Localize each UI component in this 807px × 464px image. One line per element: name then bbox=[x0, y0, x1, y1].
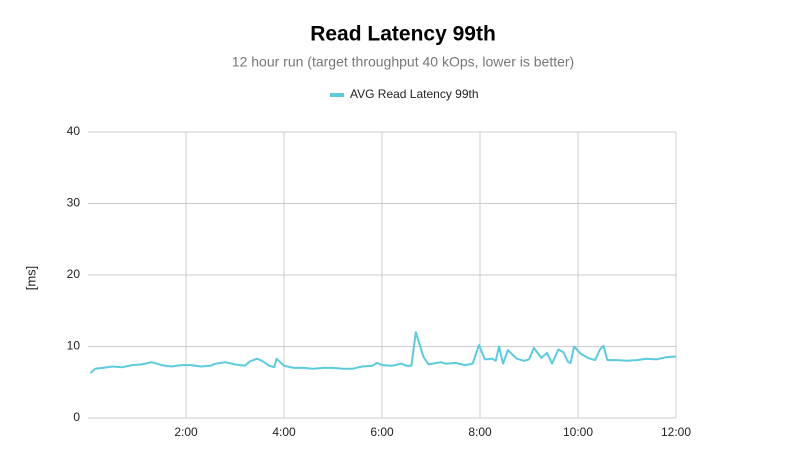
y-axis-label: [ms] bbox=[23, 266, 38, 291]
line-series bbox=[89, 331, 677, 374]
x-tick-label: 10:00 bbox=[563, 425, 593, 439]
x-tick-label: 12:00 bbox=[661, 425, 691, 439]
y-tick-label: 30 bbox=[67, 196, 81, 210]
chart-subtitle: 12 hour run (target throughput 40 kOps, … bbox=[232, 54, 574, 70]
x-tick-label: 2:00 bbox=[174, 425, 198, 439]
y-tick-label: 20 bbox=[67, 267, 81, 281]
y-tick-label: 10 bbox=[67, 339, 81, 353]
chart-title: Read Latency 99th bbox=[310, 23, 496, 46]
x-tick-label: 6:00 bbox=[370, 425, 394, 439]
x-tick-label: 8:00 bbox=[468, 425, 492, 439]
legend-label: AVG Read Latency 99th bbox=[350, 87, 479, 101]
x-tick-label: 4:00 bbox=[272, 425, 296, 439]
y-tick-label: 40 bbox=[67, 124, 81, 138]
y-tick-label: 0 bbox=[73, 410, 80, 424]
